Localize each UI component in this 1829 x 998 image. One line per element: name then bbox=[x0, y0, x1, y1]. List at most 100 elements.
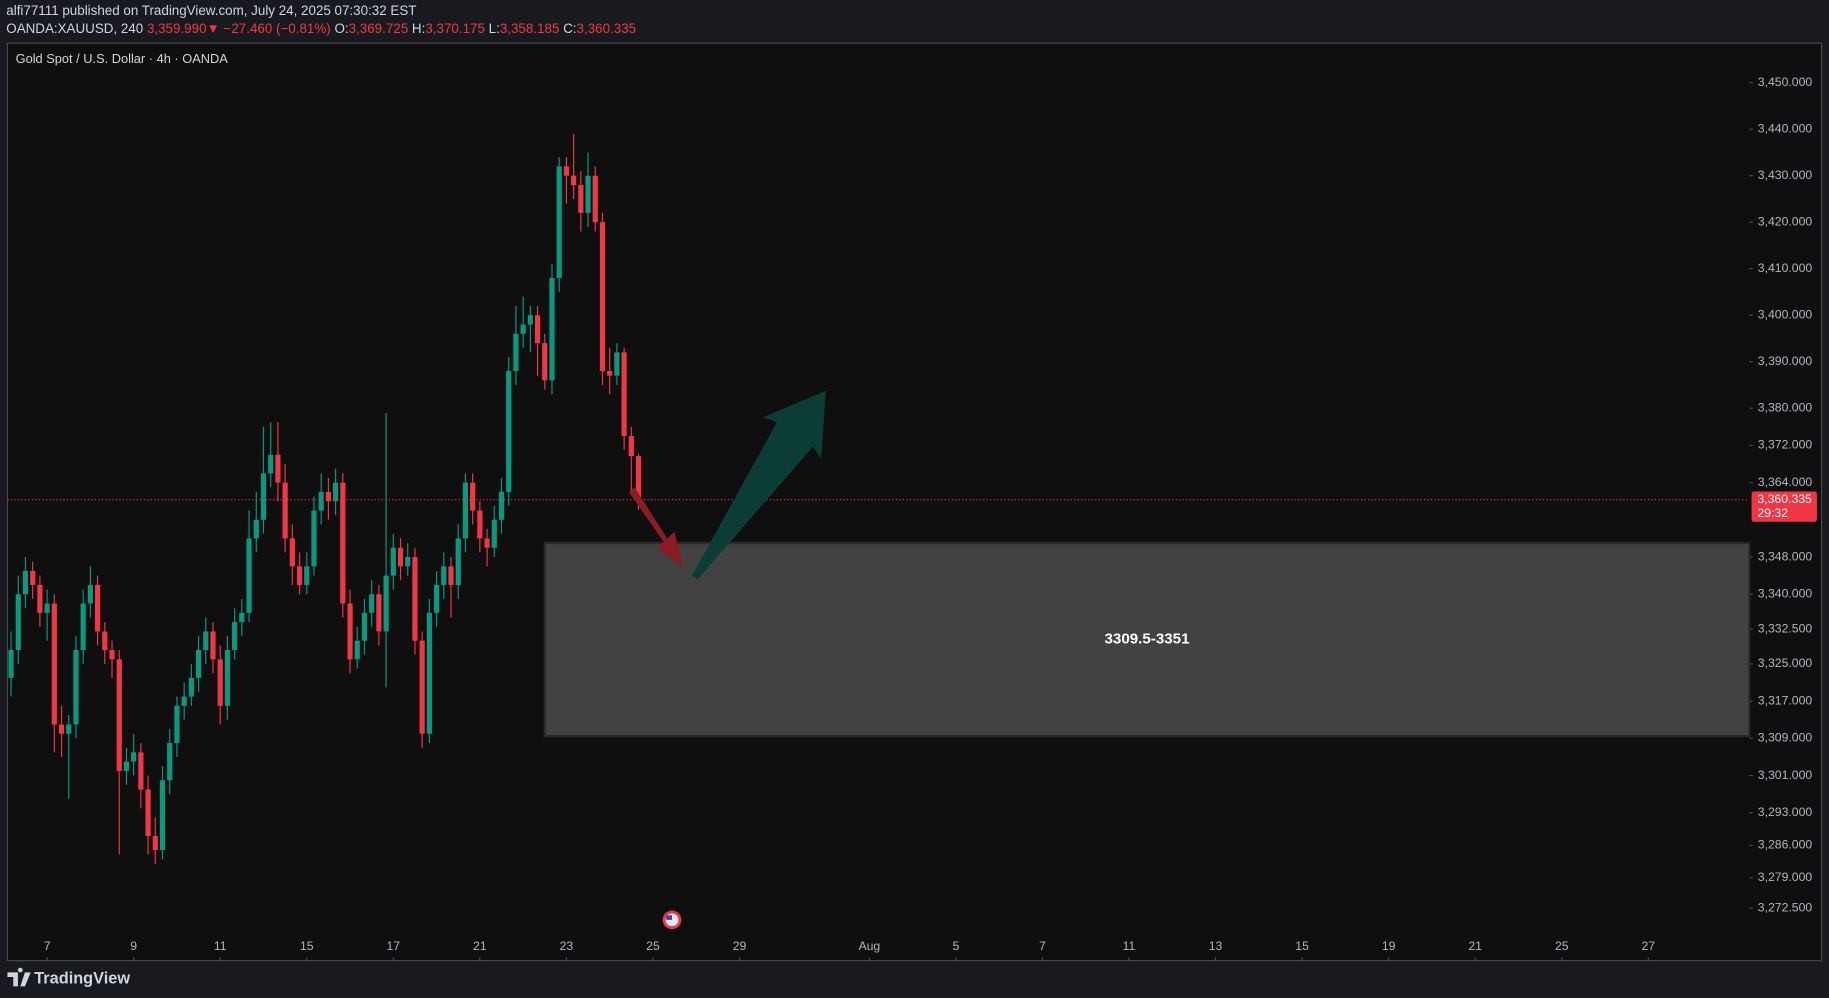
candle-body bbox=[412, 557, 418, 641]
candle-body bbox=[506, 371, 512, 492]
up-arrow bbox=[691, 390, 826, 580]
x-tick-label: 27 bbox=[1641, 939, 1655, 953]
y-tick-label: 3,317.000 bbox=[1758, 693, 1813, 707]
y-tick-label: 3,348.000 bbox=[1758, 549, 1813, 563]
candle-body bbox=[628, 436, 634, 456]
candle-body bbox=[181, 696, 187, 706]
high-label: H: bbox=[412, 21, 425, 36]
candle-body bbox=[498, 491, 505, 520]
x-tick-label: 25 bbox=[646, 939, 660, 953]
candle-body bbox=[390, 547, 396, 576]
x-tick-label: 13 bbox=[1209, 939, 1223, 953]
candle-body bbox=[224, 650, 231, 706]
symbol-line: OANDA:XAUUSD, 240 3,359.990▼ −27.460 (−0… bbox=[6, 21, 636, 36]
x-tick-label: 15 bbox=[300, 939, 314, 953]
last-price-box bbox=[1751, 491, 1817, 522]
candle-body bbox=[116, 659, 122, 771]
y-tick-label: 3,340.000 bbox=[1758, 586, 1813, 600]
candle-body bbox=[333, 482, 339, 502]
candle-body bbox=[246, 538, 252, 613]
x-tick-label: 9 bbox=[130, 939, 137, 953]
candle-body bbox=[8, 650, 14, 678]
change: −27.460 (−0.81%) bbox=[224, 21, 331, 36]
y-tick-label: 3,440.000 bbox=[1758, 121, 1813, 135]
candle-body bbox=[571, 175, 577, 185]
candle-body bbox=[397, 547, 404, 567]
candle-body bbox=[51, 603, 57, 725]
candle-body bbox=[563, 166, 570, 176]
change-arrow: ▼ bbox=[207, 21, 220, 36]
open-value: 3,369.725 bbox=[349, 21, 409, 36]
candle-body bbox=[289, 538, 295, 567]
candle-body bbox=[556, 166, 562, 278]
candle-body bbox=[448, 566, 454, 585]
candle-body bbox=[614, 352, 620, 376]
candle-body bbox=[145, 789, 151, 837]
x-tick-label: 23 bbox=[560, 939, 574, 953]
y-tick-label: 3,309.000 bbox=[1758, 731, 1813, 745]
candle-body bbox=[188, 677, 194, 697]
y-tick-label: 3,279.000 bbox=[1758, 870, 1813, 884]
logo-mark[interactable] bbox=[7, 967, 31, 987]
candle-body bbox=[433, 584, 440, 613]
candle-body bbox=[549, 277, 555, 381]
x-tick-label: 29 bbox=[733, 939, 747, 953]
candle-body bbox=[325, 491, 331, 502]
candle-body bbox=[152, 836, 158, 851]
candle-body bbox=[268, 454, 274, 474]
y-tick-label: 3,301.000 bbox=[1758, 768, 1813, 782]
y-tick-label: 3,286.000 bbox=[1758, 838, 1813, 852]
candle-body bbox=[527, 315, 533, 325]
zone-label: 3309.5-3351 bbox=[1105, 631, 1190, 648]
symbol: OANDA:XAUUSD, 240 bbox=[6, 21, 143, 36]
down-arrow bbox=[628, 487, 684, 568]
last-price: 3,359.990 bbox=[147, 21, 207, 36]
candle-body bbox=[347, 603, 353, 660]
candle-body bbox=[340, 482, 346, 604]
candle-body bbox=[311, 510, 317, 567]
low-label: L: bbox=[489, 21, 500, 36]
last-price-label: 3,360.335 bbox=[1757, 492, 1812, 506]
candle-body bbox=[217, 659, 223, 706]
candle-body bbox=[599, 222, 606, 372]
candle-body bbox=[131, 752, 137, 762]
candle-body bbox=[354, 640, 360, 660]
candle-body bbox=[520, 324, 526, 334]
candle-body bbox=[167, 743, 173, 781]
y-tick-label: 3,372.000 bbox=[1758, 438, 1813, 452]
close-label: C: bbox=[563, 21, 576, 36]
x-tick-label: 7 bbox=[44, 939, 51, 953]
candle-body bbox=[87, 584, 93, 604]
candle-body bbox=[477, 510, 483, 539]
x-tick-label: 11 bbox=[214, 939, 227, 953]
y-tick-label: 3,332.500 bbox=[1758, 621, 1813, 635]
candle-body bbox=[37, 584, 43, 613]
candle-body bbox=[534, 315, 541, 344]
candle-body bbox=[260, 473, 267, 520]
candle-body bbox=[174, 705, 180, 744]
high-value: 3,370.175 bbox=[425, 21, 485, 36]
candle-body bbox=[491, 519, 497, 548]
x-tick-label: 25 bbox=[1555, 939, 1569, 953]
candle-body bbox=[361, 612, 368, 641]
candle-body bbox=[109, 650, 115, 660]
candle-body bbox=[542, 343, 548, 381]
y-tick-label: 3,450.000 bbox=[1758, 75, 1813, 89]
candle-body bbox=[58, 724, 65, 734]
candle-body bbox=[426, 612, 432, 734]
candle-body bbox=[253, 519, 259, 539]
plot: 3,450.000 3,440.000 3,430.000 3,420.000 3,41… bbox=[7, 75, 1817, 961]
candle-body bbox=[239, 612, 245, 623]
y-tick-label: 3,420.000 bbox=[1758, 214, 1813, 228]
y-tick-label: 3,410.000 bbox=[1758, 261, 1813, 275]
event-flag-canton bbox=[666, 915, 672, 920]
candle-body bbox=[282, 482, 288, 539]
logo-text[interactable]: TradingView bbox=[34, 970, 130, 988]
candle-body bbox=[369, 594, 375, 613]
candle-body bbox=[30, 570, 36, 585]
candle-body bbox=[607, 371, 613, 376]
candle-body bbox=[455, 538, 461, 585]
y-tick-label: 3,430.000 bbox=[1758, 168, 1813, 182]
